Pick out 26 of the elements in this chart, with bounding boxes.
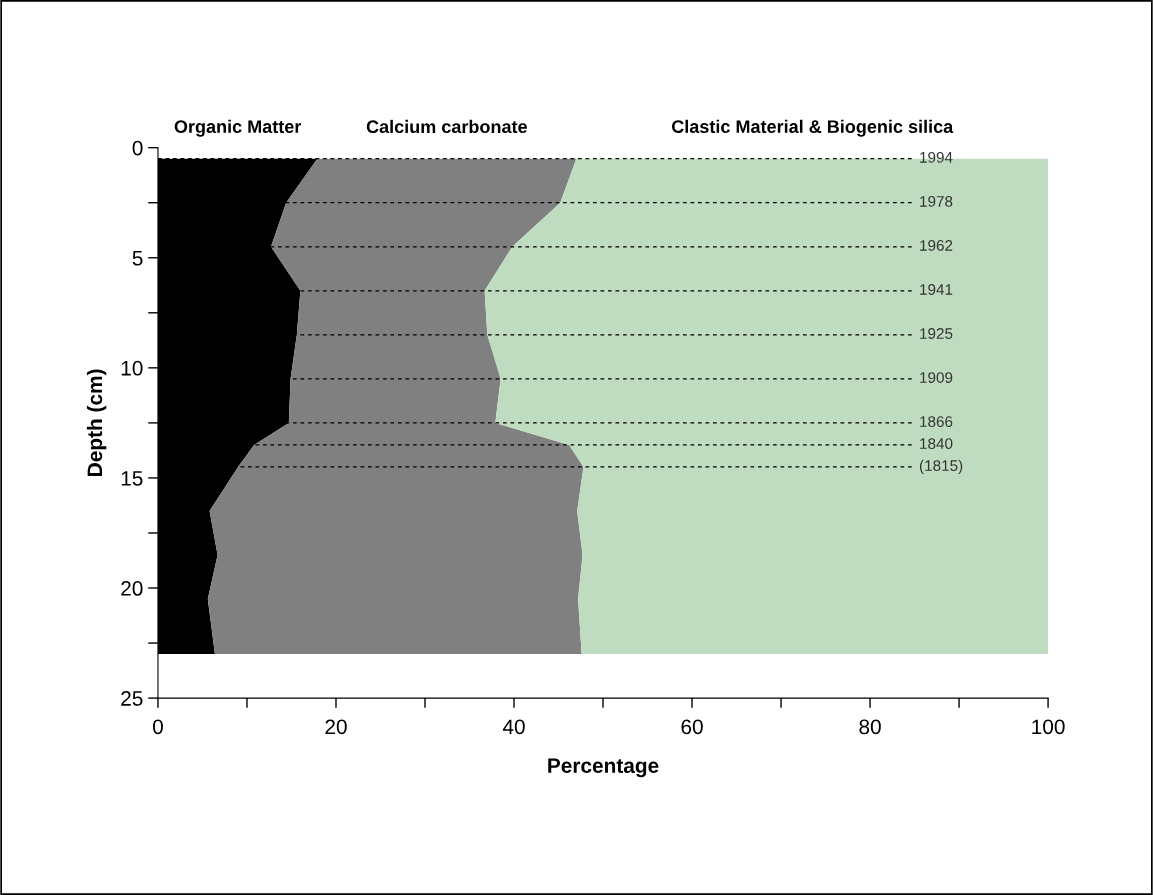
annotation: 1925: [920, 328, 953, 339]
x-tick-label: 20: [325, 719, 347, 735]
annotation: 1962: [920, 240, 953, 251]
series-label: Clastic Material & Biogenic silica: [671, 119, 954, 137]
x-tick-label: 60: [681, 719, 703, 735]
y-tick-label: 0: [132, 140, 143, 156]
x-tick-label: 40: [502, 719, 525, 735]
annotation: 1941: [920, 284, 953, 295]
annotation: 1909: [920, 372, 953, 383]
y-axis-title: Depth (cm): [86, 369, 107, 476]
series-label: Calcium carbonate: [366, 119, 527, 134]
x-tick-label: 80: [859, 719, 881, 735]
annotation: 1978: [920, 196, 953, 207]
y-tick-label: 5: [132, 250, 143, 266]
x-axis-title: Percentage: [548, 758, 659, 778]
x-tick-label: 0: [152, 719, 163, 735]
x-tick-label: 100: [1032, 719, 1065, 735]
y-tick-label: 25: [121, 691, 143, 706]
annotation: 1840: [920, 438, 953, 450]
annotation: 1994: [920, 151, 953, 163]
annotation: (1815): [919, 459, 963, 475]
y-tick-label: 20: [121, 581, 143, 596]
y-tick-label: 15: [121, 471, 143, 486]
annotation: 1866: [920, 416, 953, 427]
series-label: Organic Matter: [174, 119, 302, 137]
y-tick-label: 10: [121, 360, 143, 376]
